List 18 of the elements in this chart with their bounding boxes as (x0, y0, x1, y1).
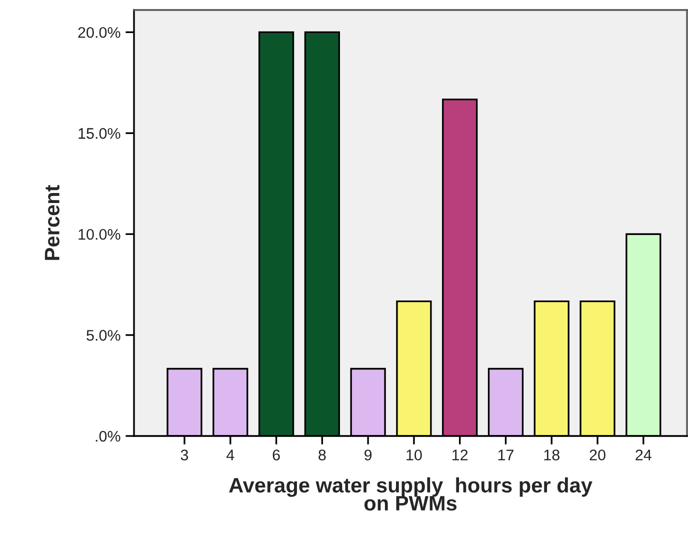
y-tick-label: 20.0% (78, 27, 120, 38)
y-tick-label: 10.0% (78, 228, 120, 240)
y-tick-label: .0% (96, 430, 120, 442)
x-tick-label: 24 (636, 450, 652, 460)
x-tick-label: 17 (498, 450, 514, 460)
x-tick-label: 8 (318, 450, 326, 460)
x-tick-label: 3 (180, 450, 188, 460)
y-tick-label: 5.0% (86, 330, 120, 341)
y-axis-title: Percent (44, 185, 60, 260)
x-axis-title: Average water supply hours per day on PWMs (229, 477, 592, 511)
x-tick-label: 10 (406, 450, 422, 460)
x-tick-label: 20 (590, 450, 606, 460)
x-tick-label: 4 (226, 450, 234, 460)
x-tick-label: 12 (452, 450, 468, 460)
x-tick-label: 6 (272, 450, 280, 460)
x-tick-label: 9 (364, 450, 372, 460)
x-tick-label: 18 (544, 450, 560, 460)
y-tick-label: 15.0% (78, 128, 120, 139)
